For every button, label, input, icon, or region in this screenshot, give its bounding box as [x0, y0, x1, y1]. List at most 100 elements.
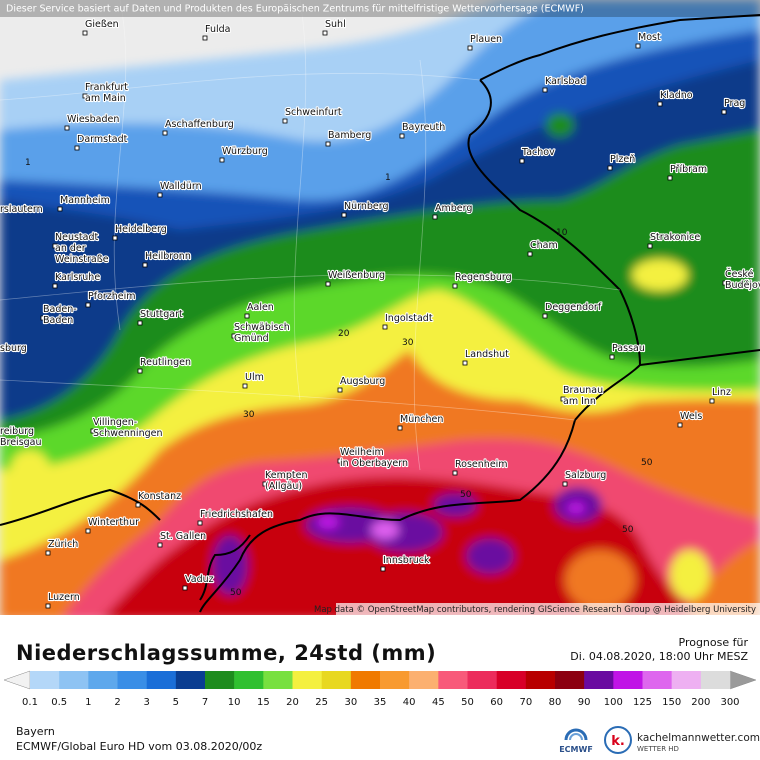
city-marker	[325, 141, 331, 147]
city-label: Landshut	[465, 349, 509, 360]
colorbar-bin	[613, 671, 643, 689]
city-label: an der	[55, 243, 86, 254]
city-label: Karlsruhe	[55, 272, 100, 283]
city-label: Bayreuth	[402, 122, 445, 133]
colorbar-bin	[671, 671, 702, 689]
colorbar-bin	[234, 671, 264, 689]
city-marker	[647, 243, 653, 249]
city-label: Innsbruck	[383, 555, 430, 566]
colorbar-tick-label: 3	[143, 697, 149, 708]
contour-label: 50	[460, 490, 472, 500]
city-label: Weinstraße	[55, 254, 109, 265]
ecmwf-logo-text: ECMWF	[559, 745, 593, 754]
city-label: Mannheim	[60, 195, 110, 206]
colorbar-bin	[117, 671, 147, 689]
region: Bayern	[16, 725, 55, 738]
model-run: ECMWF/Global Euro HD vom 03.08.2020/00z	[16, 740, 262, 753]
city-label: Deggendorf	[545, 302, 602, 313]
colorbar-tick-label: 15	[257, 697, 270, 708]
city-marker	[562, 481, 568, 487]
header-notice: Dieser Service basiert auf Daten und Pro…	[6, 4, 584, 15]
city-marker	[337, 458, 343, 464]
city-marker	[74, 145, 80, 151]
colorbar-bin	[555, 671, 585, 689]
city-marker	[609, 354, 615, 360]
city-marker	[282, 118, 288, 124]
contour-label: 50	[622, 525, 634, 535]
forecast-time: Di. 04.08.2020, 18:00 Uhr MESZ	[570, 650, 748, 663]
colorbar-bin	[175, 671, 206, 689]
city-label: rslautern	[0, 204, 43, 215]
city-label: Plauen	[470, 34, 502, 45]
city-label: Villingen-	[93, 417, 137, 428]
city-label: Vaduz	[185, 574, 214, 585]
city-marker	[135, 502, 141, 508]
city-label: Salzburg	[565, 470, 606, 481]
city-marker	[677, 422, 683, 428]
colorbar-bin	[146, 671, 177, 689]
city-marker	[380, 566, 386, 572]
colorbar: 0.1 0.5 1 2 3 5 7 10 15 20 25 30 35 40 45 50 60 70 80 90 100…	[3, 670, 757, 708]
city-label: St. Gallen	[160, 531, 206, 542]
city-label: Gießen	[85, 19, 119, 30]
colorbar-bin	[321, 671, 352, 689]
colorbar-bin	[59, 671, 89, 689]
city-marker	[542, 87, 548, 93]
colorbar-tick-label: 1	[85, 697, 91, 708]
contour-label: 50	[230, 588, 242, 598]
city-marker	[242, 383, 248, 389]
colorbar-tick-label: 0.5	[51, 697, 67, 708]
site-sub: WETTER HD	[637, 745, 679, 753]
city-label: Bamberg	[328, 130, 371, 141]
city-label: Plzeň	[610, 154, 635, 165]
city-label: Braunau	[563, 385, 603, 396]
city-marker	[157, 192, 163, 198]
colorbar-tick-label: 90	[578, 697, 591, 708]
colorbar-tick-label: 100	[604, 697, 623, 708]
colorbar-tick-label: 25	[315, 697, 328, 708]
legend-title: Niederschlagssumme, 24std (mm)	[16, 641, 436, 665]
city-label: Passau	[612, 343, 645, 354]
city-marker	[432, 214, 438, 220]
city-label: Schwäbisch	[234, 322, 290, 333]
city-marker	[90, 428, 96, 434]
city-marker	[262, 481, 268, 487]
city-label: Kladno	[660, 90, 693, 101]
site-name: kachelmannwetter.com	[637, 732, 760, 744]
city-label: Zürich	[48, 539, 78, 550]
city-label: Augsburg	[340, 376, 385, 387]
city-marker	[137, 368, 143, 374]
city-label: Darmstadt	[77, 134, 128, 145]
city-label: Heidelberg	[115, 224, 167, 235]
colorbar-under	[3, 670, 31, 690]
city-marker	[52, 243, 58, 249]
city-label: am Inn	[563, 396, 596, 407]
city-label: Breisgau	[0, 437, 42, 448]
colorbar-bin	[467, 671, 497, 689]
city-marker	[560, 396, 566, 402]
contour-label: 30	[402, 338, 414, 348]
city-marker	[57, 206, 63, 212]
colorbar-tick-label: 10	[228, 697, 241, 708]
colorbar-tick-label: 2	[114, 697, 120, 708]
city-marker	[182, 585, 188, 591]
city-label: Cham	[530, 240, 558, 251]
city-label: Strakonice	[650, 232, 700, 243]
city-label: Budějovice	[725, 280, 760, 291]
city-label: Stuttgart	[140, 309, 183, 320]
city-marker	[112, 235, 118, 241]
colorbar-over	[729, 670, 757, 690]
colorbar-bin	[380, 671, 410, 689]
city-marker	[325, 281, 331, 287]
colorbar-tick-label: 150	[662, 697, 681, 708]
colorbar-bin	[438, 671, 468, 689]
city-label: Ingolstadt	[385, 313, 433, 324]
colorbar-tick-label: 30	[344, 697, 357, 708]
colorbar-tick-label: 80	[549, 697, 562, 708]
city-marker	[709, 398, 715, 404]
city-label: Suhl	[325, 19, 346, 30]
colorbar-bin	[350, 671, 381, 689]
city-label: Wels	[680, 411, 702, 422]
contour-label: 1	[25, 158, 31, 168]
colorbar-tick-label: 20	[286, 697, 299, 708]
